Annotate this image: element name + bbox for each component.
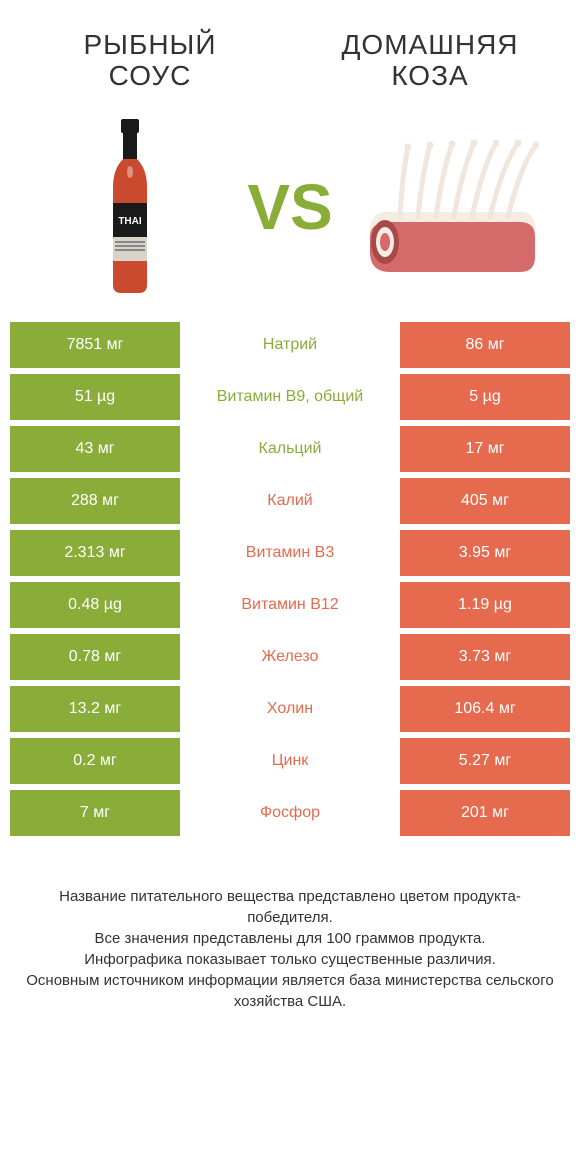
table-row: 0.78 мгЖелезо3.73 мг <box>10 634 570 680</box>
left-title: РЫБНЫЙ СОУС <box>40 30 260 92</box>
nutrient-label: Фосфор <box>180 790 400 836</box>
right-title: ДОМАШНЯЯ КОЗА <box>320 30 540 92</box>
comparison-table: 7851 мгНатрий86 мг 51 µgВитамин B9, общий… <box>0 322 580 836</box>
table-row: 288 мгКалий405 мг <box>10 478 570 524</box>
right-value: 3.95 мг <box>400 530 570 576</box>
right-value: 17 мг <box>400 426 570 472</box>
left-value: 0.2 мг <box>10 738 180 784</box>
left-value: 0.78 мг <box>10 634 180 680</box>
right-product-image <box>360 117 540 297</box>
nutrient-label: Холин <box>180 686 400 732</box>
right-value: 201 мг <box>400 790 570 836</box>
left-value: 288 мг <box>10 478 180 524</box>
table-row: 7 мгФосфор201 мг <box>10 790 570 836</box>
nutrient-label: Цинк <box>180 738 400 784</box>
right-value: 3.73 мг <box>400 634 570 680</box>
left-value: 13.2 мг <box>10 686 180 732</box>
right-value: 106.4 мг <box>400 686 570 732</box>
nutrient-label: Кальций <box>180 426 400 472</box>
images-row: THAI VS <box>0 102 580 322</box>
footer-notes: Название питательного вещества представл… <box>0 836 580 1032</box>
left-product-image: THAI <box>40 117 220 297</box>
table-row: 43 мгКальций17 мг <box>10 426 570 472</box>
table-row: 7851 мгНатрий86 мг <box>10 322 570 368</box>
right-value: 5 µg <box>400 374 570 420</box>
left-value: 51 µg <box>10 374 180 420</box>
right-value: 5.27 мг <box>400 738 570 784</box>
table-row: 13.2 мгХолин106.4 мг <box>10 686 570 732</box>
left-value: 43 мг <box>10 426 180 472</box>
right-value: 1.19 µg <box>400 582 570 628</box>
nutrient-label: Витамин B12 <box>180 582 400 628</box>
left-value: 7851 мг <box>10 322 180 368</box>
footer-line: Основным источником информации является … <box>20 970 560 1012</box>
left-value: 7 мг <box>10 790 180 836</box>
right-value: 405 мг <box>400 478 570 524</box>
table-row: 2.313 мгВитамин B33.95 мг <box>10 530 570 576</box>
table-row: 51 µgВитамин B9, общий5 µg <box>10 374 570 420</box>
left-value: 2.313 мг <box>10 530 180 576</box>
table-row: 0.48 µgВитамин B121.19 µg <box>10 582 570 628</box>
svg-text:THAI: THAI <box>118 216 142 227</box>
table-row: 0.2 мгЦинк5.27 мг <box>10 738 570 784</box>
footer-line: Инфографика показывает только существенн… <box>20 949 560 970</box>
left-value: 0.48 µg <box>10 582 180 628</box>
header: РЫБНЫЙ СОУС ДОМАШНЯЯ КОЗА <box>0 0 580 102</box>
nutrient-label: Железо <box>180 634 400 680</box>
meat-icon <box>360 137 540 277</box>
vs-label: VS <box>237 170 342 244</box>
footer-line: Все значения представлены для 100 граммо… <box>20 928 560 949</box>
footer-line: Название питательного вещества представл… <box>20 886 560 928</box>
right-value: 86 мг <box>400 322 570 368</box>
nutrient-label: Натрий <box>180 322 400 368</box>
bottle-icon: THAI <box>95 117 165 297</box>
nutrient-label: Витамин B9, общий <box>180 374 400 420</box>
nutrient-label: Калий <box>180 478 400 524</box>
nutrient-label: Витамин B3 <box>180 530 400 576</box>
